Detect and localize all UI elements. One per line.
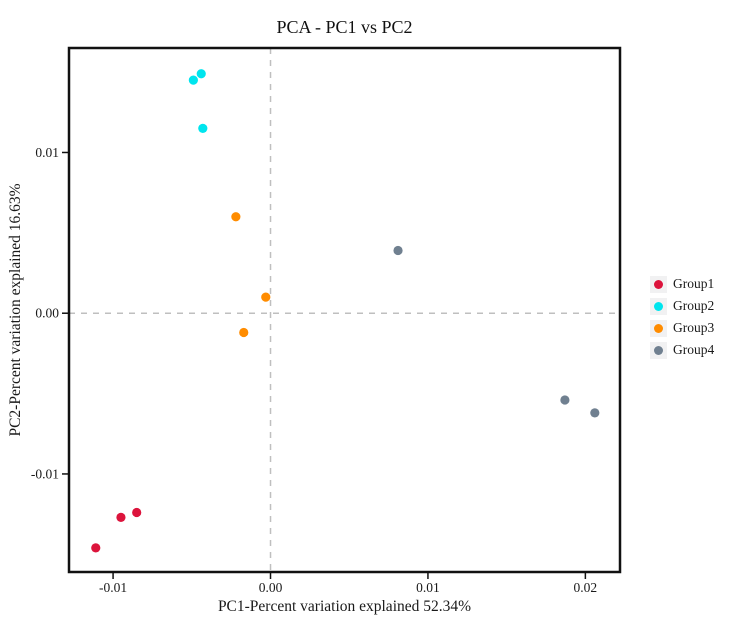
data-point-group1 (132, 507, 142, 518)
legend-label: Group2 (673, 298, 715, 313)
data-point-group1 (116, 512, 126, 522)
x-axis-tick-label: 0.02 (574, 580, 598, 595)
chart-title: PCA - PC1 vs PC2 (276, 17, 412, 37)
y-axis-label: PC2-Percent variation explained 16.63% (7, 183, 24, 436)
legend-marker-icon (654, 323, 663, 333)
legend-item-group3: Group3 (650, 317, 714, 339)
legend-marker-icon (654, 345, 663, 355)
legend-key (650, 297, 667, 315)
legend-label: Group3 (673, 320, 715, 335)
legend-key (650, 341, 667, 359)
data-point-group4 (560, 395, 570, 405)
legend-item-group2: Group2 (650, 295, 714, 317)
plot-frame (67, 46, 622, 574)
data-point-group3 (231, 212, 241, 222)
legend-key (650, 275, 667, 293)
legend-item-group1: Group1 (650, 273, 714, 295)
data-point-group2 (196, 69, 206, 79)
data-point-group1 (91, 543, 101, 553)
legend: Group1 Group2 Group3 Group4 (650, 273, 714, 361)
legend-label: Group1 (673, 276, 715, 291)
y-axis-tick-label: -0.01 (31, 466, 59, 481)
legend-key (650, 319, 667, 337)
y-axis-tick-label: 0.01 (35, 145, 59, 160)
x-axis-tick-label: 0.00 (259, 580, 283, 595)
x-axis-label: PC1-Percent variation explained 52.34% (218, 598, 471, 615)
data-point-group2 (188, 75, 198, 85)
x-axis-tick-label: 0.01 (416, 580, 440, 595)
data-point-group4 (590, 408, 600, 418)
plot-area: -0.01 0.00 0.01 0.02 -0.01 0.00 0.01 (31, 46, 622, 595)
data-point-group3 (239, 327, 249, 338)
data-point-group2 (198, 123, 208, 133)
legend-label: Group4 (673, 342, 715, 357)
legend-marker-icon (654, 279, 663, 289)
data-point-group4 (393, 245, 403, 256)
data-point-group3 (261, 292, 271, 302)
y-axis-tick-label: 0.00 (35, 306, 59, 321)
legend-item-group4: Group4 (650, 339, 714, 361)
legend-marker-icon (654, 301, 663, 311)
x-axis-tick-label: -0.01 (99, 580, 127, 595)
